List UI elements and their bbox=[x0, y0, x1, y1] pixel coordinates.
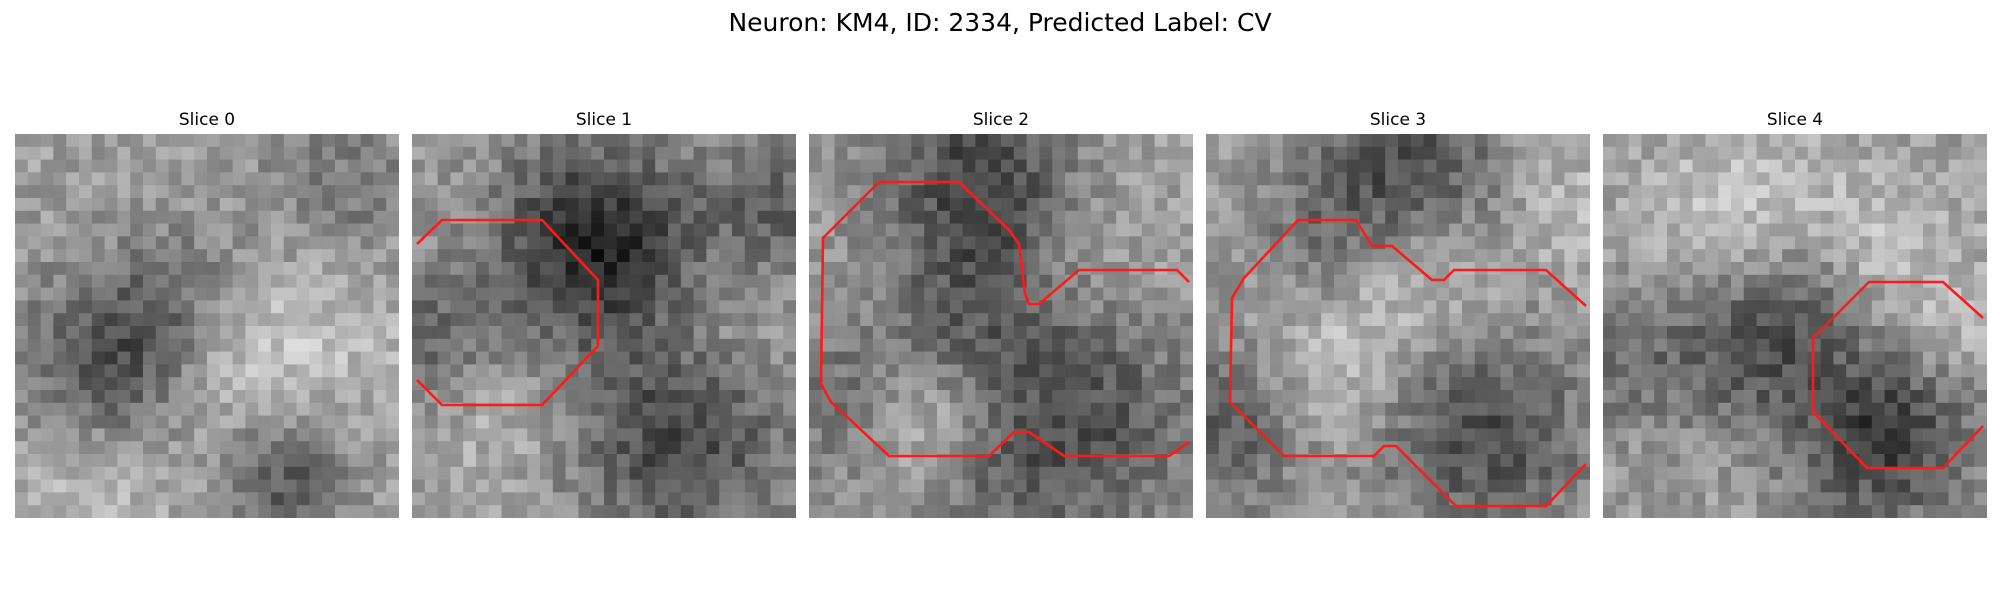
contour-line-3 bbox=[1228, 218, 1587, 508]
contour-line-4 bbox=[1811, 280, 1984, 470]
slice-title-3: Slice 3 bbox=[1369, 110, 1427, 130]
slice-title-2: Slice 2 bbox=[972, 110, 1030, 130]
slice-title-1: Slice 1 bbox=[575, 110, 633, 130]
slice-title-4: Slice 4 bbox=[1766, 110, 1824, 130]
slice-image-1 bbox=[412, 134, 796, 518]
slice-image-0 bbox=[15, 134, 399, 518]
figure-title: Neuron: KM4, ID: 2334, Predicted Label: … bbox=[728, 8, 1272, 37]
slice-image-3 bbox=[1206, 134, 1590, 518]
slice-image-4 bbox=[1603, 134, 1987, 518]
slice-image-2 bbox=[809, 134, 1193, 518]
slice-title-0: Slice 0 bbox=[178, 110, 236, 130]
contour-line-1 bbox=[416, 218, 600, 407]
contour-line-2 bbox=[819, 180, 1190, 458]
